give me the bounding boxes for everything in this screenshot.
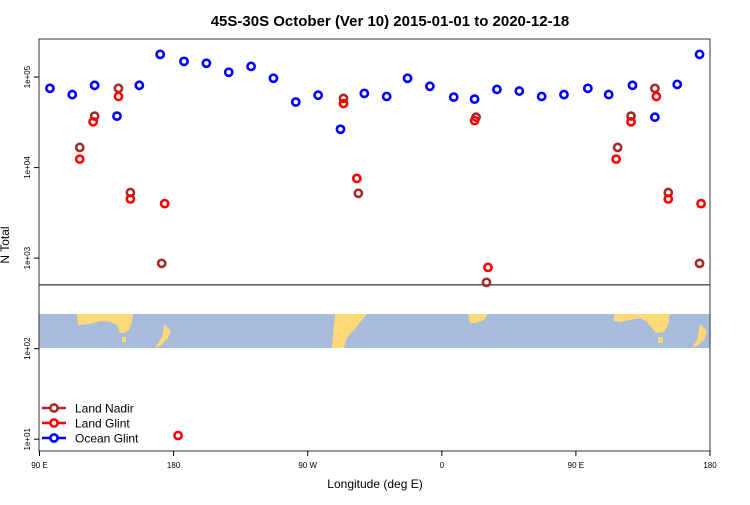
- x-tick-label: 90 W: [298, 461, 317, 470]
- point-ocean-glint: [359, 88, 370, 99]
- x-tick-label: 180: [167, 461, 181, 470]
- x-tick-label: 90 E: [568, 461, 584, 470]
- point-ocean-glint: [134, 80, 145, 91]
- map-band: [39, 314, 710, 348]
- legend-item-land-nadir: Land Nadir: [42, 402, 134, 416]
- x-tick-label: 0: [440, 461, 445, 470]
- x-tick-label: 180: [703, 461, 717, 470]
- point-land-glint: [125, 194, 136, 204]
- data-points: [45, 49, 706, 441]
- point-land-nadir: [353, 188, 364, 199]
- x-axis-ticks: 90 E 180 90 W 0 90 E 180: [31, 451, 717, 470]
- point-land-nadir: [481, 277, 492, 288]
- legend-label: Land Glint: [75, 417, 130, 431]
- point-land-glint: [611, 154, 622, 165]
- point-land-glint: [74, 154, 85, 165]
- point-land-nadir: [694, 258, 705, 269]
- y-tick-label: 1e+02: [23, 337, 32, 360]
- point-land-glint: [113, 91, 124, 102]
- x-tick-label: 90 E: [31, 461, 47, 470]
- point-land-nadir: [626, 111, 636, 122]
- point-ocean-glint: [67, 89, 78, 100]
- point-ocean-glint: [492, 84, 502, 95]
- y-tick-label: 1e+03: [23, 246, 32, 269]
- legend-item-land-glint: Land Glint: [42, 417, 130, 431]
- point-ocean-glint: [313, 90, 324, 101]
- point-ocean-glint: [201, 58, 212, 69]
- point-land-glint: [88, 116, 99, 127]
- point-ocean-glint: [694, 49, 705, 60]
- y-tick-label: 1e+05: [23, 65, 32, 88]
- point-land-glint: [338, 98, 349, 109]
- y-tick-label: 1e+04: [23, 156, 32, 179]
- y-axis-label: N Total: [0, 226, 12, 263]
- point-ocean-glint: [627, 80, 638, 91]
- legend-marker: [49, 418, 59, 428]
- point-ocean-glint: [649, 112, 660, 123]
- point-ocean-glint: [179, 56, 189, 67]
- point-land-glint: [696, 198, 706, 209]
- point-ocean-glint: [536, 91, 547, 102]
- point-land-glint: [663, 194, 674, 204]
- point-ocean-glint: [112, 111, 122, 122]
- point-ocean-glint: [402, 73, 413, 84]
- point-land-nadir: [338, 93, 349, 104]
- point-ocean-glint: [559, 89, 569, 100]
- point-ocean-glint: [448, 92, 459, 103]
- point-ocean-glint: [381, 91, 392, 102]
- legend-marker: [49, 433, 59, 443]
- plot-frame: [38, 38, 711, 452]
- point-ocean-glint: [155, 49, 166, 60]
- point-ocean-glint: [223, 67, 234, 78]
- legend-label: Ocean Glint: [75, 432, 139, 446]
- point-ocean-glint: [335, 124, 346, 135]
- point-ocean-glint: [268, 73, 279, 84]
- point-land-nadir: [156, 258, 167, 269]
- legend-marker: [49, 403, 59, 413]
- y-axis-ticks: 1e+01 1e+02 1e+03 1e+04 1e+05: [23, 65, 39, 450]
- x-axis-label: Longitude (deg E): [327, 477, 422, 491]
- point-ocean-glint: [424, 81, 435, 92]
- point-land-nadir: [74, 142, 85, 153]
- point-land-glint: [159, 198, 170, 209]
- legend-item-ocean-glint: Ocean Glint: [42, 432, 139, 446]
- point-land-nadir: [649, 83, 660, 94]
- land-shapes: [77, 314, 707, 348]
- point-land-glint: [173, 430, 183, 441]
- y-tick-label: 1e+01: [23, 427, 32, 450]
- point-ocean-glint: [290, 97, 301, 107]
- point-ocean-glint: [672, 79, 683, 90]
- point-ocean-glint: [582, 83, 593, 94]
- point-ocean-glint: [246, 61, 256, 72]
- point-ocean-glint: [89, 80, 100, 91]
- point-land-nadir: [113, 83, 124, 94]
- point-land-glint: [483, 262, 493, 273]
- point-land-glint: [626, 116, 636, 127]
- point-land-nadir: [612, 142, 623, 153]
- chart-title: 45S-30S October (Ver 10) 2015-01-01 to 2…: [211, 13, 570, 30]
- point-ocean-glint: [469, 94, 480, 105]
- point-ocean-glint: [514, 86, 525, 96]
- point-ocean-glint: [603, 89, 614, 100]
- point-land-glint: [651, 91, 662, 102]
- legend-label: Land Nadir: [75, 402, 134, 416]
- point-land-glint: [469, 115, 480, 126]
- point-land-glint: [351, 173, 362, 184]
- point-ocean-glint: [45, 83, 55, 94]
